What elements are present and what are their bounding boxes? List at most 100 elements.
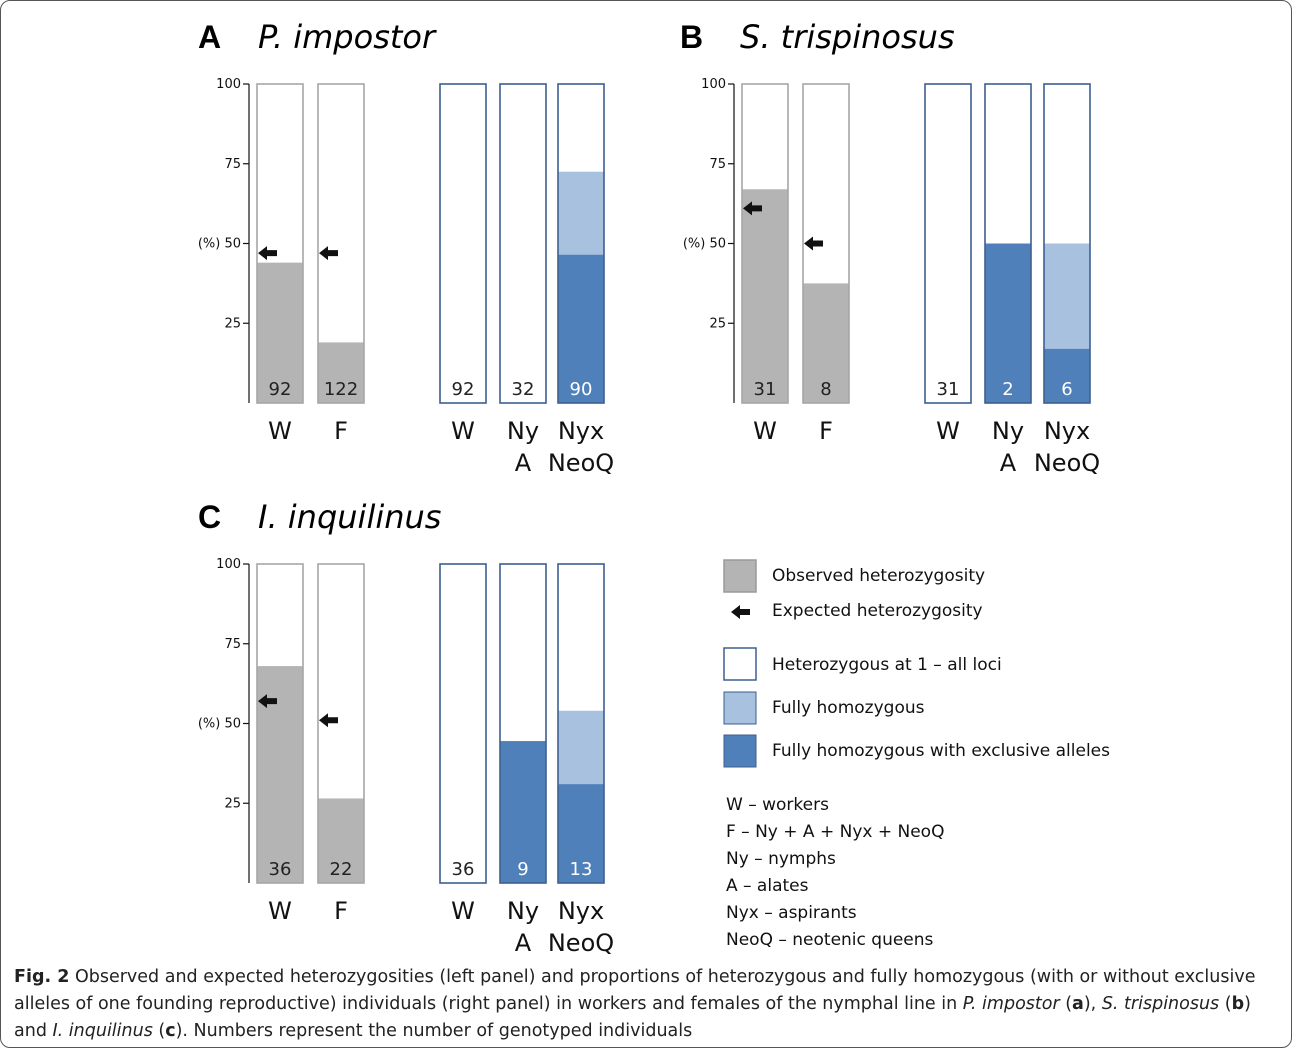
category-label: W xyxy=(268,417,292,445)
expected-arrow-shape xyxy=(258,694,277,709)
category-label: NeoQ xyxy=(548,929,614,957)
sample-size-label: 13 xyxy=(570,859,593,880)
exclusive-alleles-bar xyxy=(558,784,604,883)
sample-size-label: 32 xyxy=(512,379,535,400)
bar-frame xyxy=(256,563,304,884)
y-tick-label: 25 xyxy=(224,796,241,811)
y-tick-label: (%) 50 xyxy=(198,717,241,732)
legend-swatch-dark xyxy=(723,734,757,768)
bar-frame xyxy=(439,563,487,884)
abbreviation-w: W – workers xyxy=(726,795,829,815)
y-tick-label: 75 xyxy=(224,637,241,652)
bar-frame xyxy=(439,83,487,404)
y-tick-label: 75 xyxy=(224,157,241,172)
panel-a-species: P. impostor xyxy=(258,18,437,56)
y-tick-label: (%) 50 xyxy=(198,237,241,252)
sample-size-label: 2 xyxy=(1002,379,1013,400)
sample-size-label: 31 xyxy=(937,379,960,400)
sample-size-label: 92 xyxy=(452,379,475,400)
expected-arrow-icon xyxy=(743,201,762,216)
category-label: F xyxy=(819,417,833,445)
abbreviation-neoq: NeoQ – neotenic queens xyxy=(726,930,934,950)
observed-bar xyxy=(803,283,849,403)
bar-frame xyxy=(924,83,972,404)
legend-label-observed: Observed heterozygosity xyxy=(772,566,985,586)
panel-b-chart: 25 (%) 50 75 100 31 W 8 F 31 W 2 Ny A 6 Nyx NeoQ xyxy=(683,77,1100,477)
exclusive-alleles-bar xyxy=(985,243,1031,403)
figure-canvas: A P. impostor 25(%) 507510092W122F92W32N… xyxy=(198,18,1110,957)
sample-size-label: 92 xyxy=(269,379,292,400)
panel-a-chart: 25 (%) 50 75 100 92 W 122 F 92 W 32 Ny A 90 Nyx NeoQ xyxy=(198,77,614,477)
legend-label-expected: Expected heterozygosity xyxy=(772,601,983,621)
panel-a-letter: A xyxy=(198,19,221,55)
sample-size-label: 36 xyxy=(269,859,292,880)
sample-size-label: 122 xyxy=(324,379,358,400)
fully-homozygous-bar xyxy=(1044,243,1090,349)
fully-homozygous-bar xyxy=(558,710,604,785)
exclusive-alleles-bar xyxy=(1044,348,1090,403)
exclusive-alleles-bar xyxy=(500,741,546,883)
expected-arrow-shape xyxy=(743,201,762,216)
category-label: F xyxy=(334,897,348,925)
y-tick-label: 100 xyxy=(216,77,241,92)
expected-arrow-shape xyxy=(319,713,338,728)
y-tick-label: 75 xyxy=(709,157,726,172)
observed-bar xyxy=(742,189,788,403)
expected-arrow-icon xyxy=(804,236,823,251)
observed-bar xyxy=(318,342,364,403)
category-label: W xyxy=(451,417,475,445)
bar-frame xyxy=(499,83,547,404)
category-label: W xyxy=(753,417,777,445)
category-label: F xyxy=(334,417,348,445)
caption-text: Observed and expected heterozygosities (… xyxy=(14,967,1256,1041)
bar-frame xyxy=(741,83,789,404)
legend-swatch-observed xyxy=(723,559,757,593)
expected-arrow-icon xyxy=(258,694,277,709)
bar-frame xyxy=(1043,83,1091,404)
category-label: W xyxy=(451,897,475,925)
expected-arrow-icon xyxy=(319,246,338,261)
fully-homozygous-bar xyxy=(558,171,604,255)
sample-size-label: 90 xyxy=(570,379,593,400)
category-label: Ny xyxy=(992,417,1024,445)
abbreviation-nyx: Nyx – aspirants xyxy=(726,903,857,923)
observed-bar xyxy=(318,798,364,883)
category-label: Ny xyxy=(507,897,539,925)
sample-size-label: 8 xyxy=(820,379,831,400)
y-tick-label: 25 xyxy=(709,316,726,331)
panel-c-species: I. inquilinus xyxy=(258,498,441,536)
category-label: W xyxy=(268,897,292,925)
legend: Observed heterozygosity Expected heteroz… xyxy=(723,559,1110,950)
sample-size-label: 9 xyxy=(517,859,528,880)
sample-size-label: 31 xyxy=(754,379,777,400)
bar-frame xyxy=(317,563,365,884)
category-label: Ny xyxy=(507,417,539,445)
expected-arrow-shape xyxy=(258,246,277,261)
bar-frame xyxy=(499,563,547,884)
exclusive-alleles-bar xyxy=(558,254,604,403)
bar-frame xyxy=(557,563,605,884)
expected-arrow-shape xyxy=(804,236,823,251)
expected-arrow-icon xyxy=(258,246,277,261)
category-label: A xyxy=(515,929,532,957)
y-tick-label: (%) 50 xyxy=(683,237,726,252)
caption-label: Fig. 2 xyxy=(14,967,70,987)
legend-arrow-icon xyxy=(731,605,750,619)
category-label: Nyx xyxy=(1044,417,1090,445)
abbreviation-ny: Ny – nymphs xyxy=(726,849,836,869)
bar-frame xyxy=(317,83,365,404)
panel-c-letter: C xyxy=(198,499,221,535)
legend-label-exclusive: Fully homozygous with exclusive alleles xyxy=(772,741,1110,761)
abbreviation-a: A – alates xyxy=(726,876,809,896)
figure-caption: Fig. 2 Observed and expected heterozygos… xyxy=(14,964,1276,1045)
y-tick-label: 25 xyxy=(224,316,241,331)
legend-swatch-white xyxy=(723,647,757,681)
expected-arrow-shape xyxy=(319,246,338,261)
sample-size-label: 6 xyxy=(1061,379,1072,400)
y-tick-label: 100 xyxy=(216,557,241,572)
sample-size-label: 22 xyxy=(330,859,353,880)
bar-frame xyxy=(802,83,850,404)
category-label: NeoQ xyxy=(548,449,614,477)
panel-b-letter: B xyxy=(680,19,703,55)
observed-bar xyxy=(257,262,303,403)
